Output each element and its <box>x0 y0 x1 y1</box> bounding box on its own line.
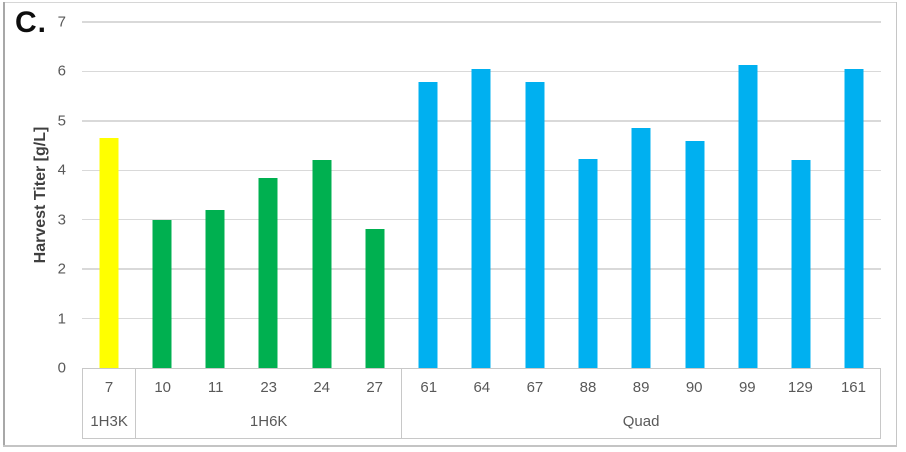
group-label-Quad: Quad <box>622 413 660 430</box>
bar-Quad-64 <box>471 68 491 368</box>
y-tick-label-0: 0 <box>57 359 66 377</box>
group-cell-1H6K: 10 11 23 24 27 1H6K <box>136 369 403 438</box>
bar-slot-99 <box>721 22 774 368</box>
figure-border-bottom <box>3 445 897 447</box>
y-tick-label-5: 5 <box>57 112 66 130</box>
group-label-1H6K: 1H6K <box>249 413 288 430</box>
bar-Quad-89 <box>631 127 651 368</box>
category-row-1H3K: 7 <box>83 369 135 405</box>
category-label-64: 64 <box>473 378 491 396</box>
group-cell-1H3K: 7 1H3K <box>83 369 137 438</box>
bar-Quad-88 <box>578 158 598 368</box>
figure-border-left <box>3 2 5 446</box>
bar-slot-129 <box>774 22 827 368</box>
bar-Quad-67 <box>525 82 545 368</box>
bar-slot-27 <box>348 22 401 368</box>
category-label-161: 161 <box>840 378 866 396</box>
group-cell-Quad: 61 64 67 88 89 90 99 129 161 Quad <box>402 369 881 438</box>
figure-border-top <box>4 2 896 3</box>
bar-slot-67 <box>508 22 561 368</box>
category-label-90: 90 <box>685 378 703 396</box>
bar-slot-90 <box>668 22 721 368</box>
bars-container <box>82 22 881 368</box>
bar-Quad-129 <box>791 160 811 368</box>
y-tick-label-3: 3 <box>57 211 66 229</box>
bar-slot-23 <box>242 22 295 368</box>
category-label-61: 61 <box>420 378 438 396</box>
bar-1H3K-7 <box>99 138 119 368</box>
category-row-1H6K: 10 11 23 24 27 <box>136 369 401 405</box>
category-row-Quad: 61 64 67 88 89 90 99 129 161 <box>402 369 880 405</box>
bar-1H6K-11 <box>205 209 225 368</box>
bar-slot-7 <box>82 22 135 368</box>
y-tick-label-7: 7 <box>57 13 66 31</box>
category-label-99: 99 <box>738 378 756 396</box>
bar-Quad-90 <box>685 140 705 368</box>
category-label-88: 88 <box>579 378 597 396</box>
bar-slot-161 <box>828 22 881 368</box>
gridline-7 <box>82 21 881 23</box>
bar-1H6K-24 <box>312 160 332 368</box>
y-axis-ticks: 0 1 2 3 4 5 6 7 <box>0 14 66 377</box>
y-tick-label-1: 1 <box>57 310 66 328</box>
category-label-129: 129 <box>787 378 813 396</box>
bar-slot-61 <box>402 22 455 368</box>
category-label-27: 27 <box>366 378 384 396</box>
bar-slot-88 <box>561 22 614 368</box>
bar-slot-64 <box>455 22 508 368</box>
panel-label: C. <box>15 6 47 39</box>
y-tick-label-4: 4 <box>57 161 66 179</box>
figure-border-right <box>896 2 897 446</box>
category-label-23: 23 <box>260 378 278 396</box>
group-label-1H3K: 1H3K <box>90 413 128 430</box>
bar-slot-10 <box>135 22 188 368</box>
category-label-89: 89 <box>632 378 650 396</box>
y-tick-label-6: 6 <box>57 62 66 80</box>
plot-area <box>82 21 881 368</box>
bar-slot-89 <box>615 22 668 368</box>
bar-slot-11 <box>189 22 242 368</box>
bar-Quad-161 <box>844 68 864 368</box>
x-axis-table: 7 1H3K 10 11 23 24 27 1H6K 61 64 67 88 89 90 99 129 161 Q… <box>82 368 881 439</box>
y-tick-label-2: 2 <box>57 260 66 278</box>
bar-slot-24 <box>295 22 348 368</box>
category-label-67: 67 <box>526 378 544 396</box>
category-label-7: 7 <box>104 378 114 396</box>
category-label-11: 11 <box>207 378 224 396</box>
bar-1H6K-27 <box>365 228 385 368</box>
bar-1H6K-23 <box>258 177 278 368</box>
bar-Quad-61 <box>418 82 438 368</box>
category-label-24: 24 <box>313 378 331 396</box>
bar-1H6K-10 <box>152 219 172 368</box>
bar-Quad-99 <box>738 65 758 368</box>
category-label-10: 10 <box>154 378 172 396</box>
